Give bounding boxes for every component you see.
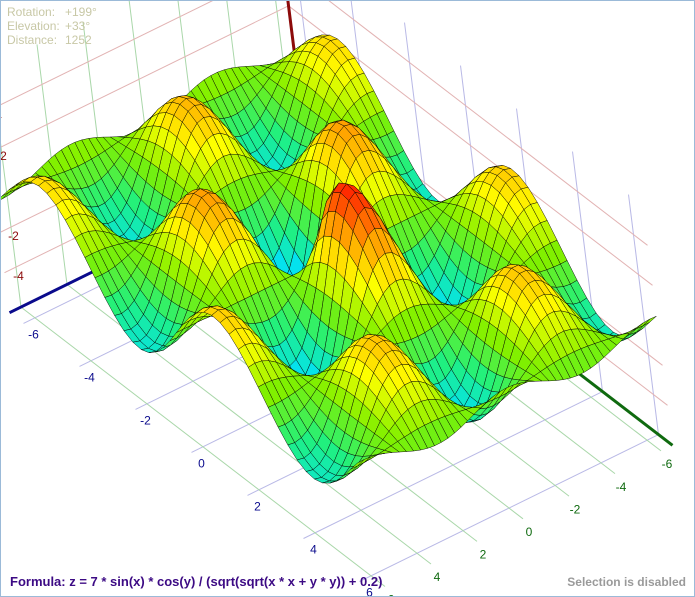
y-tick-label: 6 [388, 593, 395, 596]
wall-grid-line [328, 1, 648, 246]
y-tick-label: -4 [616, 480, 627, 494]
x-tick-label: 2 [254, 500, 261, 514]
x-tick-label: 4 [310, 543, 317, 557]
distance-label: Distance: [7, 33, 58, 47]
surface-mesh [1, 34, 657, 484]
wall-grid-line [1, 5, 289, 148]
surface-cell [350, 459, 365, 470]
elevation-label: Elevation: [7, 19, 60, 33]
x-tick-label: -4 [84, 371, 95, 385]
z-tick-label: 4 [1, 109, 2, 123]
x-tick-label: 0 [198, 457, 205, 471]
y-tick-label: -2 [570, 502, 581, 516]
rotation-readout: Rotation: +199° [7, 5, 97, 19]
x-tick-label: -2 [140, 414, 151, 428]
y-tick-label: 0 [526, 525, 533, 539]
floor-grid-line [20, 306, 386, 587]
formula-label: Formula: z = 7 * sin(x) * cos(y) / (sqrt… [10, 574, 383, 589]
tick-labels: -6 -4 -2 0 2 4 6 -6 -4 -2 0 2 4 6 4 2 -2 -4 [1, 109, 673, 596]
selection-status: Selection is disabled [567, 575, 686, 589]
z-tick-label: -4 [13, 269, 24, 283]
wall-grid-line [628, 194, 659, 435]
y-tick-label: 2 [480, 548, 487, 562]
z-tick-label: -2 [8, 229, 19, 243]
distance-readout: Distance: 1252 [7, 33, 92, 47]
rotation-label: Rotation: [7, 5, 56, 19]
y-tick-label: 4 [434, 570, 441, 584]
y-tick-label: -6 [662, 457, 673, 471]
x-tick-label: 6 [366, 586, 373, 596]
wall-grid-line [1, 1, 213, 106]
elevation-readout: Elevation: +33° [7, 19, 90, 33]
distance-value: 1252 [65, 33, 92, 47]
x-tick-label: -6 [28, 328, 39, 342]
surface-cell [642, 315, 657, 327]
rotation-value: +199° [65, 5, 97, 19]
z-tick-label: 2 [1, 149, 7, 163]
elevation-value: +33° [65, 19, 91, 33]
